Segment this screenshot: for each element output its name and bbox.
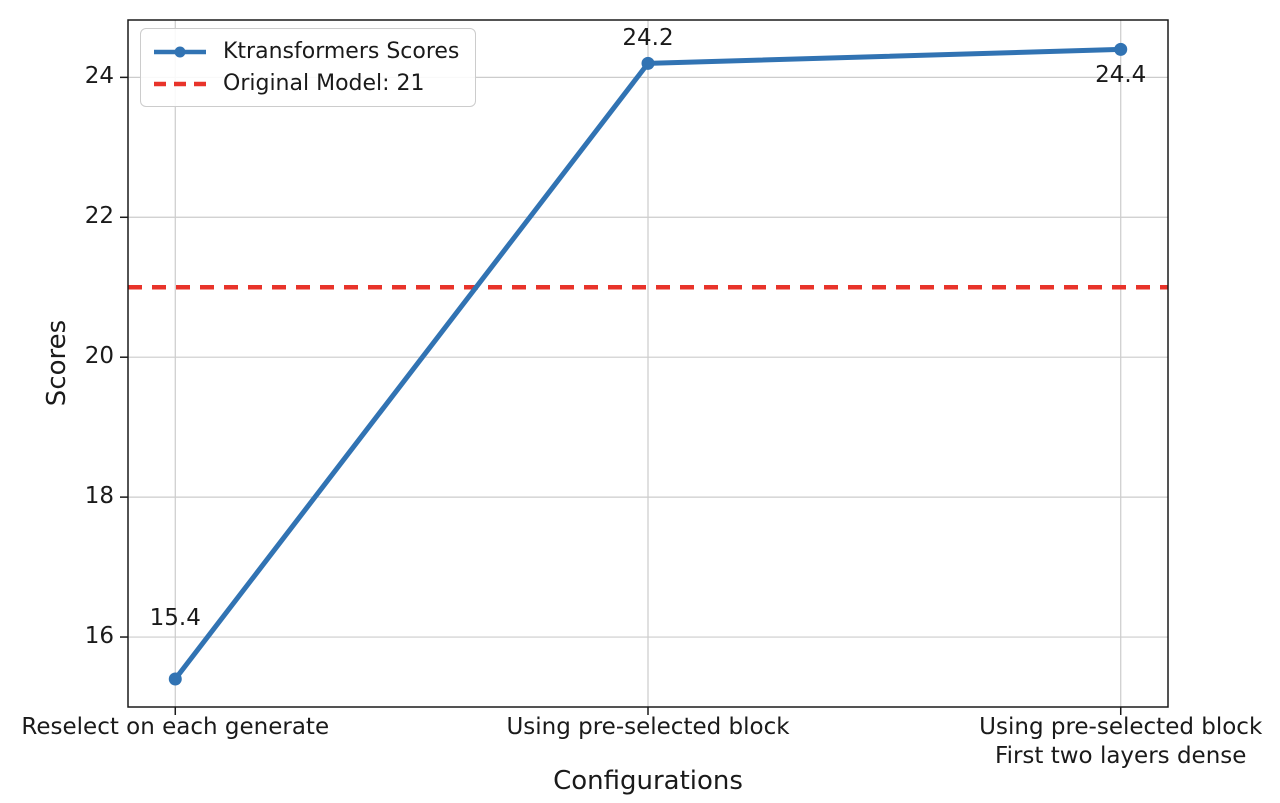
- y-tick-label: 18: [84, 483, 114, 510]
- data-point-marker: [168, 672, 182, 686]
- point-value-label: 24.2: [622, 25, 674, 52]
- x-tick-label: Using pre-selected block First two layer…: [979, 714, 1263, 769]
- legend-reference-line-icon: [154, 81, 206, 86]
- y-tick-label: 22: [84, 203, 114, 230]
- y-tick-label: 20: [84, 343, 114, 370]
- y-tick-label: 16: [84, 622, 114, 649]
- data-point-marker: [1114, 42, 1128, 56]
- y-axis-label: Scores: [42, 319, 72, 407]
- legend-series-label: Ktransformers Scores: [223, 39, 460, 64]
- y-tick-label: 24: [84, 63, 114, 90]
- legend-entry-series: Ktransformers Scores: [151, 36, 459, 67]
- x-tick-label: Using pre-selected block: [506, 714, 790, 740]
- legend-entry-reference: Original Model: 21: [151, 68, 459, 99]
- legend-reference-label: Original Model: 21: [223, 71, 425, 96]
- plot-border: [127, 19, 1169, 708]
- x-tick-label: Reselect on each generate: [21, 714, 330, 740]
- point-value-label: 15.4: [149, 605, 201, 632]
- legend: Ktransformers Scores Original Model: 21: [140, 28, 477, 107]
- data-point-marker: [641, 56, 655, 70]
- point-value-label: 24.4: [1095, 62, 1147, 89]
- x-axis-label: Configurations: [553, 766, 743, 796]
- legend-series-line-icon: [154, 46, 206, 57]
